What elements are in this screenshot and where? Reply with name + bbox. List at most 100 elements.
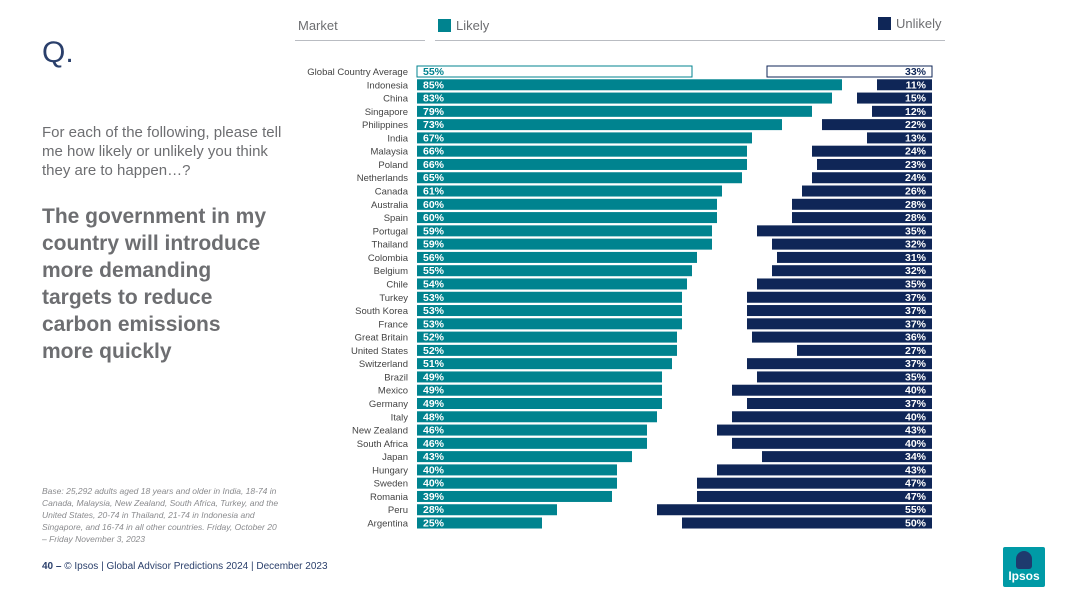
likely-bar-romania <box>417 490 612 502</box>
question-mark: Q. <box>42 36 74 69</box>
unlikely-value-mexico: 40% <box>905 385 927 397</box>
legend-unlikely: Unlikely <box>878 16 942 31</box>
category-label-chile: Chile <box>386 279 408 290</box>
unlikely-value-new-zealand: 43% <box>905 425 927 437</box>
likely-value-thailand: 59% <box>423 239 445 251</box>
likely-value-indonesia: 85% <box>423 79 445 91</box>
likely-value-south-korea: 53% <box>423 305 445 317</box>
unlikely-value-spain: 28% <box>905 212 927 224</box>
likely-value-switzerland: 51% <box>423 358 445 370</box>
likely-bar-united-states <box>417 344 677 356</box>
likely-bar-new-zealand <box>417 424 647 436</box>
unlikely-value-singapore: 12% <box>905 106 927 118</box>
unlikely-bar-philippines <box>822 119 932 131</box>
unlikely-bar-switzerland <box>747 358 932 370</box>
likely-bar-colombia <box>417 251 697 263</box>
footer-text: © Ipsos | Global Advisor Predictions 202… <box>64 561 328 572</box>
unlikely-value-colombia: 31% <box>905 252 927 264</box>
category-label-germany: Germany <box>369 399 408 410</box>
unlikely-value-india: 13% <box>905 132 927 144</box>
likely-value-japan: 43% <box>423 451 445 463</box>
unlikely-bar-south-africa <box>732 437 932 449</box>
likely-bar-malaysia <box>417 145 747 157</box>
unlikely-value-portugal: 35% <box>905 225 927 237</box>
likely-value-turkey: 53% <box>423 292 445 304</box>
category-label-turkey: Turkey <box>379 293 408 304</box>
likely-value-mexico: 49% <box>423 385 445 397</box>
likely-value-poland: 66% <box>423 159 445 171</box>
unlikely-bar-canada <box>802 185 932 197</box>
likely-value-argentina: 25% <box>423 518 445 530</box>
legend-likely: Likely <box>438 18 489 33</box>
category-label-colombia: Colombia <box>368 253 409 264</box>
unlikely-bar-poland <box>817 158 932 170</box>
category-label-switzerland: Switzerland <box>359 359 408 370</box>
category-label-great-britain: Great Britain <box>355 333 408 344</box>
unlikely-bar-hungary <box>717 464 932 476</box>
likely-bar-sweden <box>417 477 617 489</box>
likely-bar-hungary <box>417 464 617 476</box>
base-note: Base: 25,292 adults aged 18 years and ol… <box>42 486 279 544</box>
unlikely-value-poland: 23% <box>905 159 927 171</box>
likely-value-belgium: 55% <box>423 265 445 277</box>
unlikely-value-canada: 26% <box>905 186 927 198</box>
likely-bar-singapore <box>417 105 812 117</box>
legend-likely-swatch <box>438 19 451 32</box>
likely-value-italy: 48% <box>423 411 445 423</box>
category-label-philippines: Philippines <box>362 120 408 131</box>
unlikely-value-turkey: 37% <box>905 292 927 304</box>
ipsos-logo: Ipsos <box>1003 547 1045 587</box>
likely-bar-chile <box>417 278 687 290</box>
category-label-italy: Italy <box>391 412 409 423</box>
likely-bar-india <box>417 132 752 144</box>
likely-value-sweden: 40% <box>423 478 445 490</box>
category-label-spain: Spain <box>384 213 408 224</box>
unlikely-bar-malaysia <box>812 145 932 157</box>
unlikely-value-romania: 47% <box>905 491 927 503</box>
likely-value-peru: 28% <box>423 504 445 516</box>
unlikely-bar-chile <box>757 278 932 290</box>
unlikely-value-belgium: 32% <box>905 265 927 277</box>
likely-bar-great-britain <box>417 331 677 343</box>
likely-value-portugal: 59% <box>423 225 445 237</box>
likely-bar-canada <box>417 185 722 197</box>
category-label-romania: Romania <box>370 492 409 503</box>
likely-bar-thailand <box>417 238 712 250</box>
unlikely-bar-sweden <box>697 477 932 489</box>
market-header: Market <box>298 18 338 33</box>
category-label-belgium: Belgium <box>374 266 408 277</box>
legend-unlikely-label: Unlikely <box>896 16 942 31</box>
unlikely-value-philippines: 22% <box>905 119 927 131</box>
unlikely-value-brazil: 35% <box>905 371 927 383</box>
likely-value-canada: 61% <box>423 186 445 198</box>
unlikely-bar-turkey <box>747 291 932 303</box>
likely-value-malaysia: 66% <box>423 146 445 158</box>
likely-bar-argentina <box>417 517 542 529</box>
likely-bar-italy <box>417 411 657 423</box>
unlikely-bar-mexico <box>732 384 932 396</box>
unlikely-bar-italy <box>732 411 932 423</box>
likely-value-colombia: 56% <box>423 252 445 264</box>
unlikely-bar-spain <box>792 212 932 224</box>
likely-bar-switzerland <box>417 358 672 370</box>
unlikely-bar-portugal <box>757 225 932 237</box>
category-label-china: China <box>383 94 409 105</box>
category-label-new-zealand: New Zealand <box>352 426 408 437</box>
likely-value-romania: 39% <box>423 491 445 503</box>
likely-value-south-africa: 46% <box>423 438 445 450</box>
unlikely-value-netherlands: 24% <box>905 172 927 184</box>
likely-bar-australia <box>417 198 717 210</box>
unlikely-value-peru: 55% <box>905 504 927 516</box>
unlikely-value-global-country-average: 33% <box>905 66 927 78</box>
question-intro: For each of the following, please tell m… <box>42 124 282 179</box>
likely-bar-turkey <box>417 291 682 303</box>
category-label-mexico: Mexico <box>378 386 408 397</box>
category-label-japan: Japan <box>382 452 408 463</box>
likely-value-united-states: 52% <box>423 345 445 357</box>
category-label-hungary: Hungary <box>372 465 408 476</box>
unlikely-value-malaysia: 24% <box>905 146 927 158</box>
unlikely-bar-united-states <box>797 344 932 356</box>
likely-bar-brazil <box>417 371 662 383</box>
unlikely-value-japan: 34% <box>905 451 927 463</box>
unlikely-bar-japan <box>762 451 932 463</box>
